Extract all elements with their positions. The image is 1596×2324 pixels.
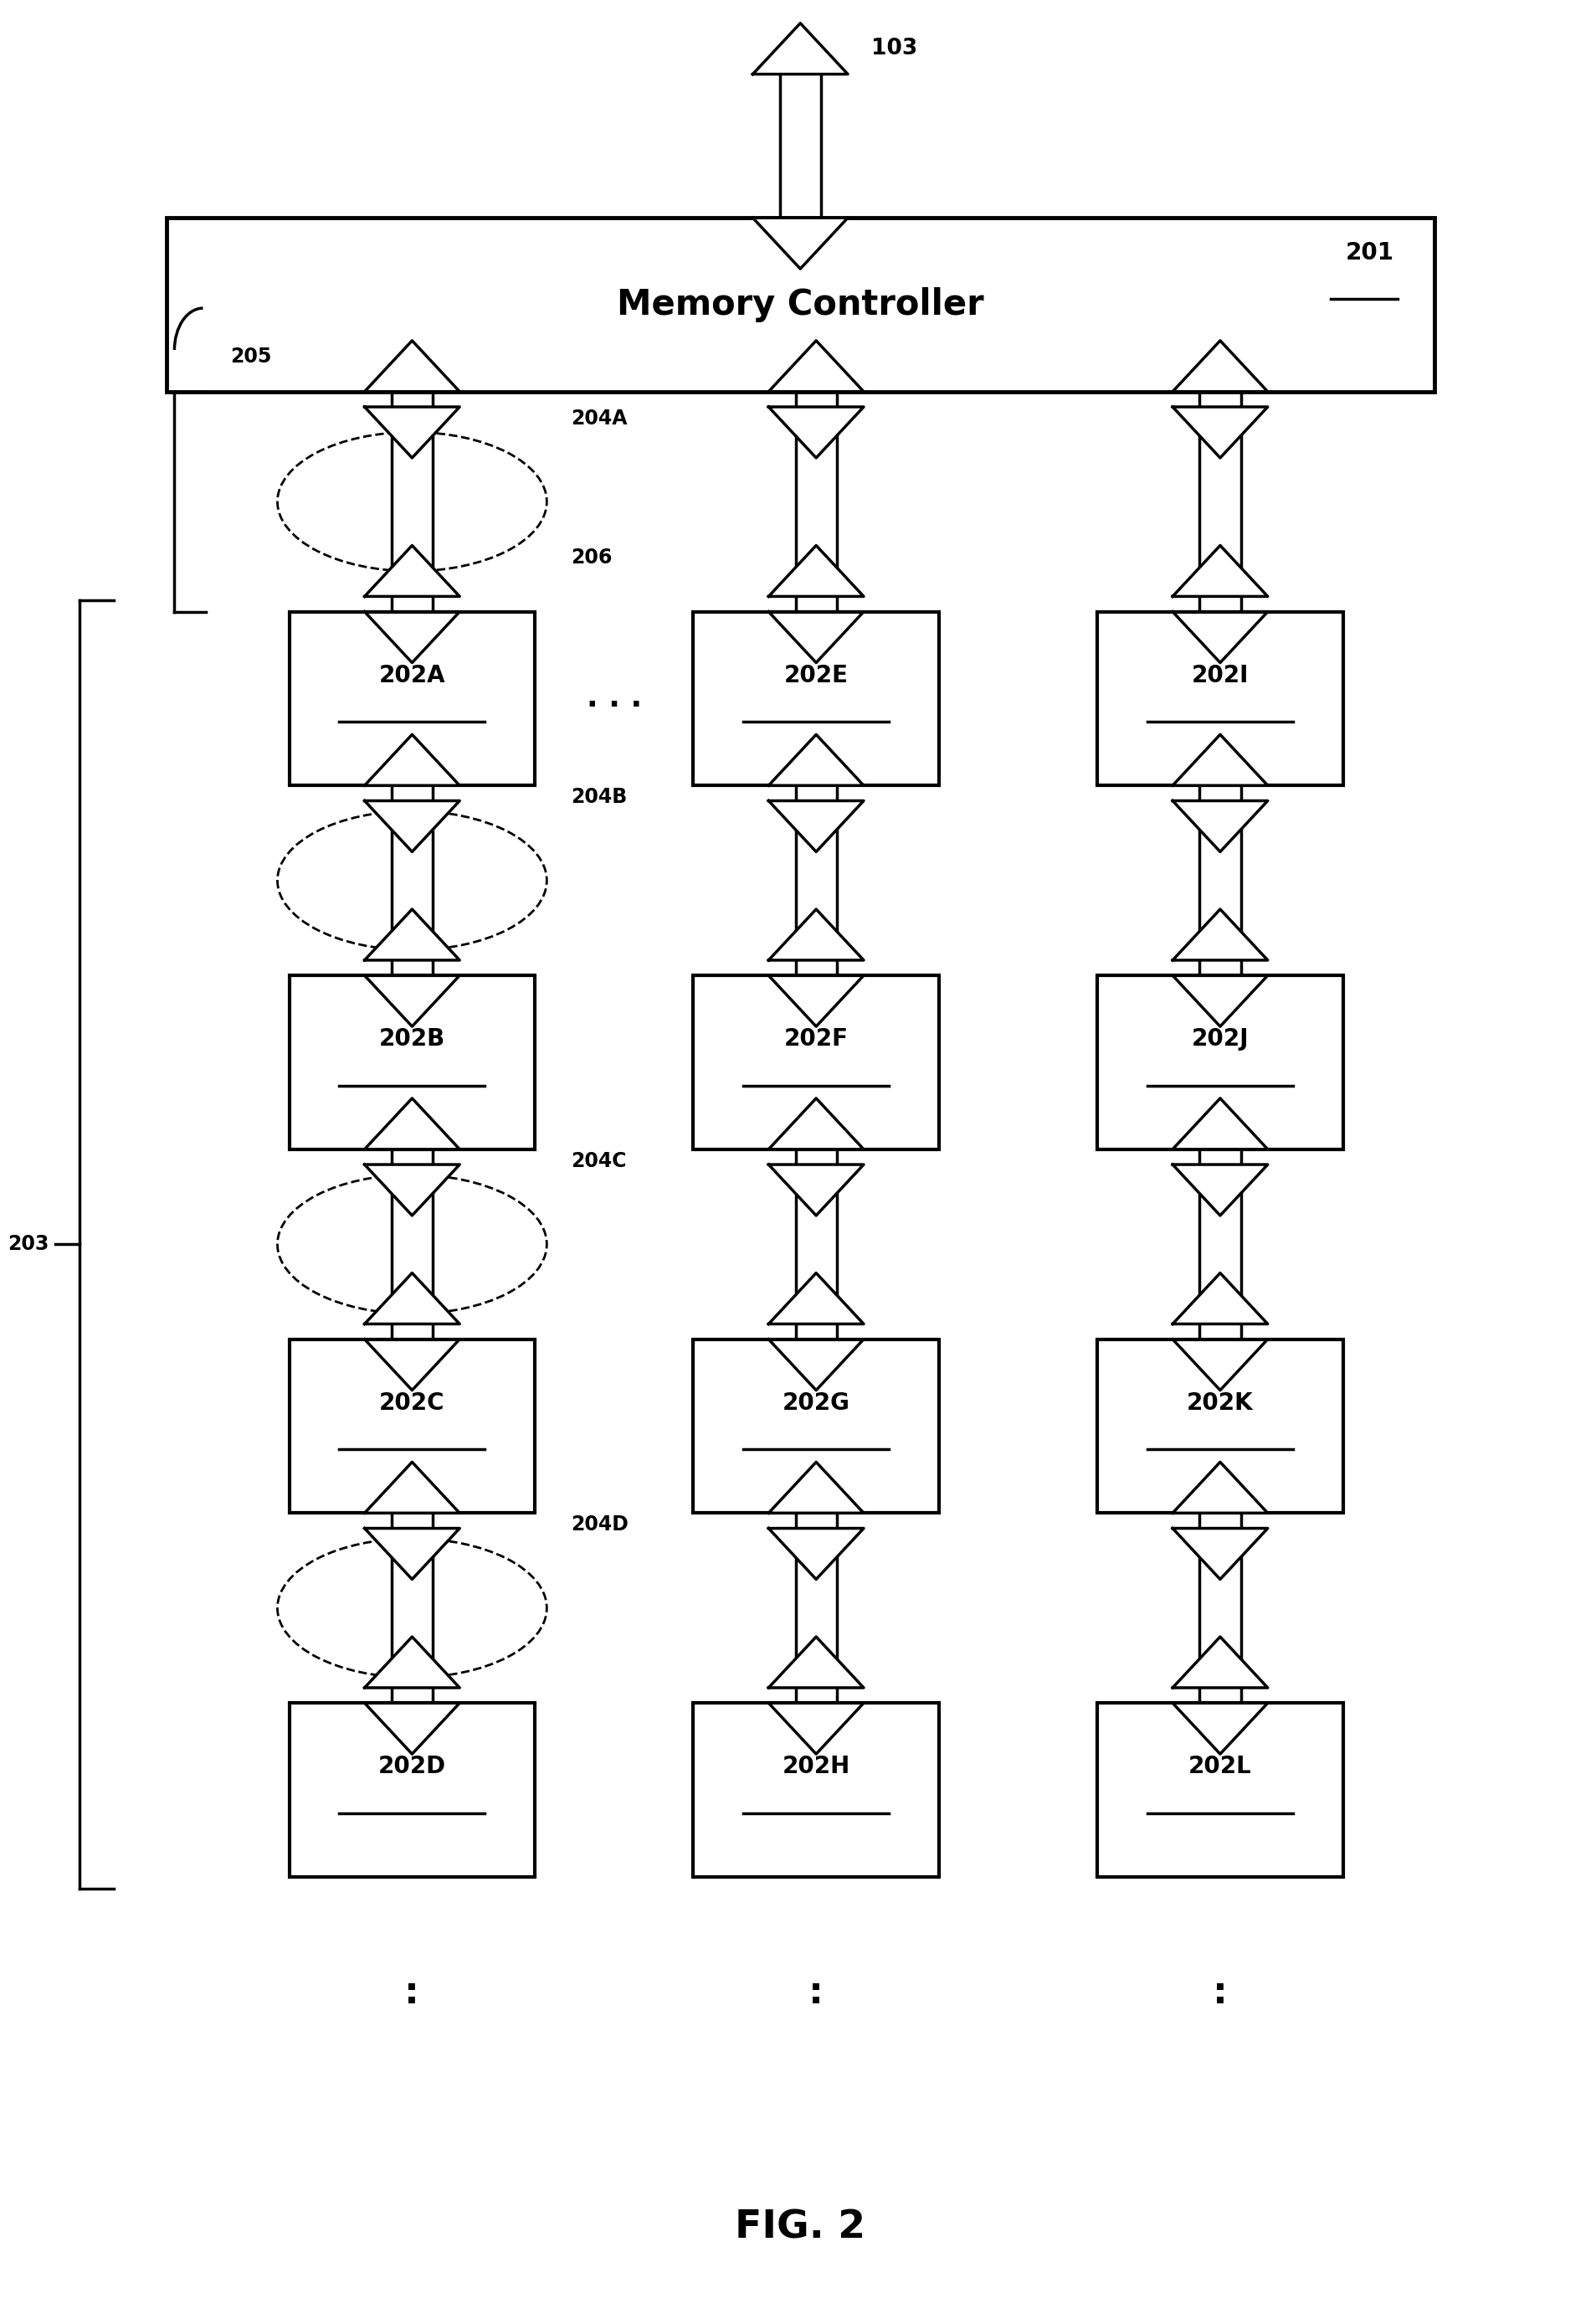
Text: 202F: 202F: [784, 1027, 849, 1050]
Polygon shape: [769, 1636, 863, 1687]
Polygon shape: [1173, 1099, 1267, 1150]
Bar: [289, 1703, 535, 1878]
Polygon shape: [1173, 546, 1267, 597]
Text: 202K: 202K: [1187, 1392, 1253, 1415]
Bar: [693, 1339, 938, 1513]
Polygon shape: [1173, 1164, 1267, 1215]
Polygon shape: [769, 1274, 863, 1325]
Text: 103: 103: [871, 37, 918, 60]
Polygon shape: [364, 1164, 460, 1215]
Text: 206: 206: [570, 546, 611, 567]
Polygon shape: [769, 611, 863, 662]
Bar: [166, 218, 1435, 390]
Polygon shape: [1173, 1462, 1267, 1513]
Text: 202C: 202C: [380, 1392, 445, 1415]
Text: 205: 205: [230, 346, 271, 367]
Polygon shape: [769, 909, 863, 960]
Polygon shape: [1173, 611, 1267, 662]
Polygon shape: [1173, 407, 1267, 458]
Text: 202L: 202L: [1189, 1755, 1251, 1778]
Bar: [1098, 1339, 1342, 1513]
Text: 204B: 204B: [570, 788, 627, 806]
Text: FIG. 2: FIG. 2: [736, 2210, 865, 2247]
Polygon shape: [769, 1339, 863, 1390]
Polygon shape: [364, 734, 460, 786]
Polygon shape: [769, 802, 863, 853]
Polygon shape: [753, 218, 847, 270]
Polygon shape: [769, 1703, 863, 1755]
Bar: [1098, 976, 1342, 1150]
Text: 201: 201: [1345, 242, 1395, 265]
Polygon shape: [1173, 1274, 1267, 1325]
Bar: [693, 976, 938, 1150]
Polygon shape: [769, 976, 863, 1027]
Text: 202J: 202J: [1192, 1027, 1248, 1050]
Text: :: :: [809, 1975, 824, 2010]
Text: 202B: 202B: [378, 1027, 445, 1050]
Polygon shape: [769, 546, 863, 597]
Polygon shape: [1173, 909, 1267, 960]
Bar: [693, 611, 938, 786]
Bar: [289, 976, 535, 1150]
Polygon shape: [769, 342, 863, 390]
Polygon shape: [769, 1462, 863, 1513]
Polygon shape: [1173, 802, 1267, 853]
Text: 204A: 204A: [570, 409, 627, 428]
Polygon shape: [1173, 342, 1267, 390]
Polygon shape: [364, 909, 460, 960]
Text: :: :: [405, 1975, 420, 2010]
Text: 202I: 202I: [1192, 665, 1248, 688]
Polygon shape: [364, 1462, 460, 1513]
Bar: [693, 1703, 938, 1878]
Polygon shape: [364, 1099, 460, 1150]
Polygon shape: [364, 407, 460, 458]
Polygon shape: [364, 611, 460, 662]
Polygon shape: [364, 976, 460, 1027]
Polygon shape: [1173, 976, 1267, 1027]
Polygon shape: [1173, 1339, 1267, 1390]
Text: 202D: 202D: [378, 1755, 445, 1778]
Polygon shape: [769, 1099, 863, 1150]
Polygon shape: [1173, 1636, 1267, 1687]
Polygon shape: [364, 1274, 460, 1325]
Text: :: :: [1213, 1975, 1227, 2010]
Polygon shape: [364, 1703, 460, 1755]
Bar: [289, 1339, 535, 1513]
Polygon shape: [1173, 734, 1267, 786]
Polygon shape: [769, 734, 863, 786]
Polygon shape: [364, 802, 460, 853]
Polygon shape: [769, 1164, 863, 1215]
Polygon shape: [769, 407, 863, 458]
Polygon shape: [769, 1529, 863, 1580]
Text: 204C: 204C: [570, 1150, 626, 1171]
Polygon shape: [753, 23, 847, 74]
Text: 202H: 202H: [782, 1755, 851, 1778]
Text: 202E: 202E: [784, 665, 849, 688]
Polygon shape: [364, 1529, 460, 1580]
Polygon shape: [364, 1636, 460, 1687]
Polygon shape: [1173, 1703, 1267, 1755]
Text: 202A: 202A: [378, 665, 445, 688]
Polygon shape: [364, 342, 460, 390]
Bar: [1098, 611, 1342, 786]
Text: 204D: 204D: [570, 1515, 629, 1534]
Text: . . .: . . .: [586, 683, 642, 713]
Text: 203: 203: [8, 1234, 49, 1255]
Text: 202G: 202G: [782, 1392, 851, 1415]
Bar: [1098, 1703, 1342, 1878]
Polygon shape: [364, 1339, 460, 1390]
Polygon shape: [364, 546, 460, 597]
Bar: [289, 611, 535, 786]
Polygon shape: [1173, 1529, 1267, 1580]
Text: Memory Controller: Memory Controller: [616, 288, 983, 323]
